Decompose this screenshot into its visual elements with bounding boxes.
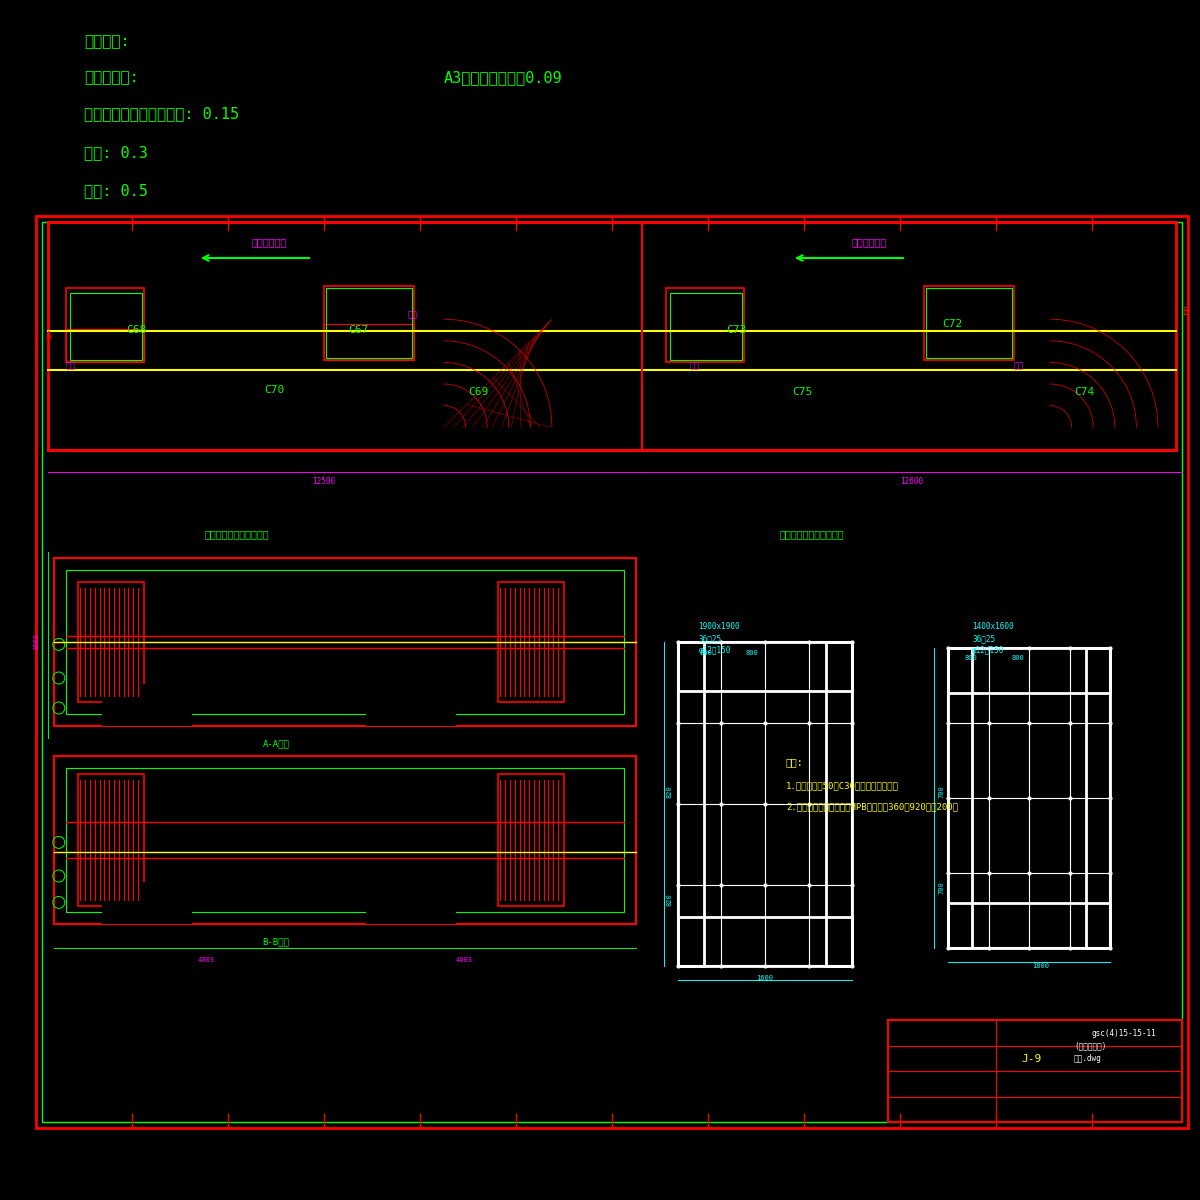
Text: 基础.dwg: 基础.dwg	[1074, 1055, 1102, 1063]
Bar	[926, 288, 1012, 358]
Text: 缩管: 缩管	[1014, 361, 1024, 371]
Text: B-B剖面: B-B剖面	[263, 937, 289, 947]
Text: 缩管: 缩管	[66, 361, 76, 371]
Text: (垂直环部分): (垂直环部分)	[1074, 1040, 1106, 1050]
Text: C72: C72	[942, 319, 962, 329]
Bar	[70, 293, 142, 360]
Text: 12500: 12500	[312, 476, 335, 486]
Bar	[948, 648, 1110, 948]
Text: 800: 800	[700, 649, 713, 655]
Bar	[78, 774, 144, 906]
Bar	[948, 648, 972, 948]
Text: C68: C68	[126, 325, 146, 335]
Bar	[1086, 648, 1110, 948]
Text: 红色、绿色、黄色、紫色: 0.15: 红色、绿色、黄色、紫色: 0.15	[84, 107, 239, 121]
Text: A: A	[46, 331, 52, 341]
Bar	[498, 582, 564, 702]
Text: 蓝色: 0.5: 蓝色: 0.5	[84, 184, 148, 198]
Text: 缩管: 缩管	[408, 310, 418, 319]
Text: 白色: 0.3: 白色: 0.3	[84, 145, 148, 160]
Bar	[678, 642, 852, 691]
Text: 12600: 12600	[900, 476, 923, 486]
Bar	[948, 648, 1110, 948]
Text: 按比例打印:: 按比例打印:	[84, 71, 139, 85]
Bar	[48, 222, 1176, 450]
Bar	[948, 648, 1110, 692]
Bar	[366, 882, 456, 924]
Text: φ12℃150: φ12℃150	[698, 646, 731, 655]
Text: 打印笔粗:: 打印笔粗:	[84, 35, 130, 49]
Bar	[324, 324, 414, 360]
Bar	[42, 222, 1182, 1122]
Bar	[948, 902, 1110, 948]
Bar	[924, 286, 1014, 360]
Bar	[54, 558, 636, 726]
Text: J-9: J-9	[1022, 1054, 1042, 1063]
Bar	[678, 642, 852, 966]
Bar	[102, 684, 192, 726]
Text: 1800: 1800	[1032, 962, 1049, 970]
Text: B: B	[1182, 307, 1188, 317]
Bar	[78, 582, 144, 702]
Text: A-A剖面: A-A剖面	[263, 739, 289, 749]
Bar	[66, 768, 624, 912]
Text: 说明:: 说明:	[786, 757, 804, 767]
Bar	[66, 570, 624, 714]
Text: 2.所有钛筌均采用燹接，HPB式钛筌岐360、920各按200。: 2.所有钛筌均采用燹接，HPB式钛筌岐360、920各按200。	[786, 802, 958, 811]
Text: 1600: 1600	[756, 974, 773, 982]
Text: C70: C70	[264, 385, 284, 395]
Text: 800: 800	[1012, 655, 1025, 660]
Text: gsc(4)15-15-11: gsc(4)15-15-11	[1092, 1028, 1157, 1038]
Text: 垂直环部分配筌（平面）: 垂直环部分配筌（平面）	[204, 529, 269, 539]
Text: 800: 800	[745, 649, 758, 655]
Bar	[678, 642, 704, 966]
Text: C75: C75	[792, 388, 812, 397]
Text: C69: C69	[468, 388, 488, 397]
Text: 1900x1900: 1900x1900	[698, 622, 740, 631]
Text: 列车返回方向: 列车返回方向	[252, 238, 287, 247]
Text: 800: 800	[965, 655, 978, 660]
Text: 1.混凝土采甉50》C30预制混凝土层塑。: 1.混凝土采甉50》C30预制混凝土层塑。	[786, 781, 899, 791]
Text: 缩管: 缩管	[690, 361, 700, 371]
Text: φ12℃150: φ12℃150	[972, 646, 1004, 655]
Bar	[66, 329, 144, 362]
Text: 列车运行方向: 列车运行方向	[852, 238, 887, 247]
Bar	[36, 216, 1188, 1128]
Bar	[666, 288, 744, 362]
Bar	[678, 642, 852, 966]
Bar	[670, 293, 742, 360]
Text: 36垆25: 36垆25	[972, 634, 995, 643]
Text: 700: 700	[938, 786, 944, 798]
Bar	[366, 684, 456, 726]
Text: 4003: 4003	[456, 958, 473, 962]
Text: 820: 820	[666, 894, 672, 906]
Text: C73: C73	[726, 325, 746, 335]
Text: A3纸打印草图的列0.09: A3纸打印草图的列0.09	[444, 71, 563, 85]
Bar	[888, 1020, 1182, 1122]
Bar	[498, 774, 564, 906]
Bar	[326, 288, 412, 358]
Text: 垂直环部分配筌（平面）: 垂直环部分配筌（平面）	[780, 529, 845, 539]
Bar	[678, 917, 852, 966]
Text: 820: 820	[666, 786, 672, 798]
Text: 700: 700	[938, 882, 944, 894]
Text: 36垆25: 36垆25	[698, 634, 721, 643]
Text: 1400x1600: 1400x1600	[972, 622, 1014, 631]
Bar	[324, 286, 414, 360]
Text: C67: C67	[348, 325, 368, 335]
Bar	[54, 756, 636, 924]
Bar	[826, 642, 852, 966]
Bar	[102, 882, 192, 924]
Text: 4003: 4003	[198, 958, 215, 962]
Text: 4600: 4600	[34, 634, 40, 650]
Bar	[66, 288, 144, 362]
Text: C74: C74	[1074, 388, 1094, 397]
